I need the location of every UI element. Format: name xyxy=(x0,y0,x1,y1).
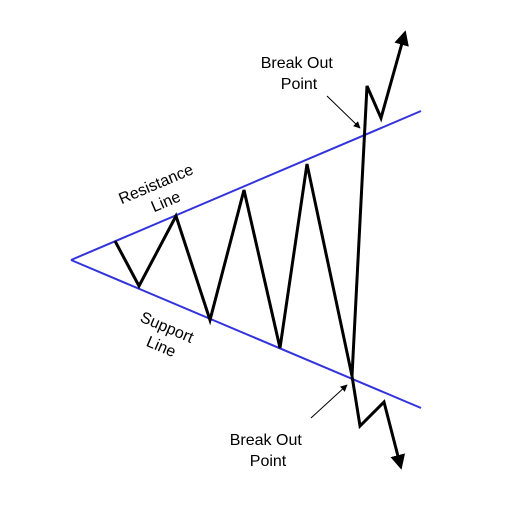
price-path-upward-breakout xyxy=(113,30,409,377)
break-out-top-pointer-arrow xyxy=(326,95,361,129)
break-out-top-label: Break Out Point xyxy=(261,55,337,93)
break-out-bottom-label: Break Out Point xyxy=(230,432,306,470)
break-out-bottom-pointer-arrow xyxy=(310,384,348,419)
resistance-line-label: Resistance Line xyxy=(116,160,207,227)
resistance-line xyxy=(70,110,422,261)
support-line xyxy=(70,259,422,409)
price-path-downward-breakout xyxy=(350,375,406,470)
support-line-label: Support Line xyxy=(130,309,200,367)
